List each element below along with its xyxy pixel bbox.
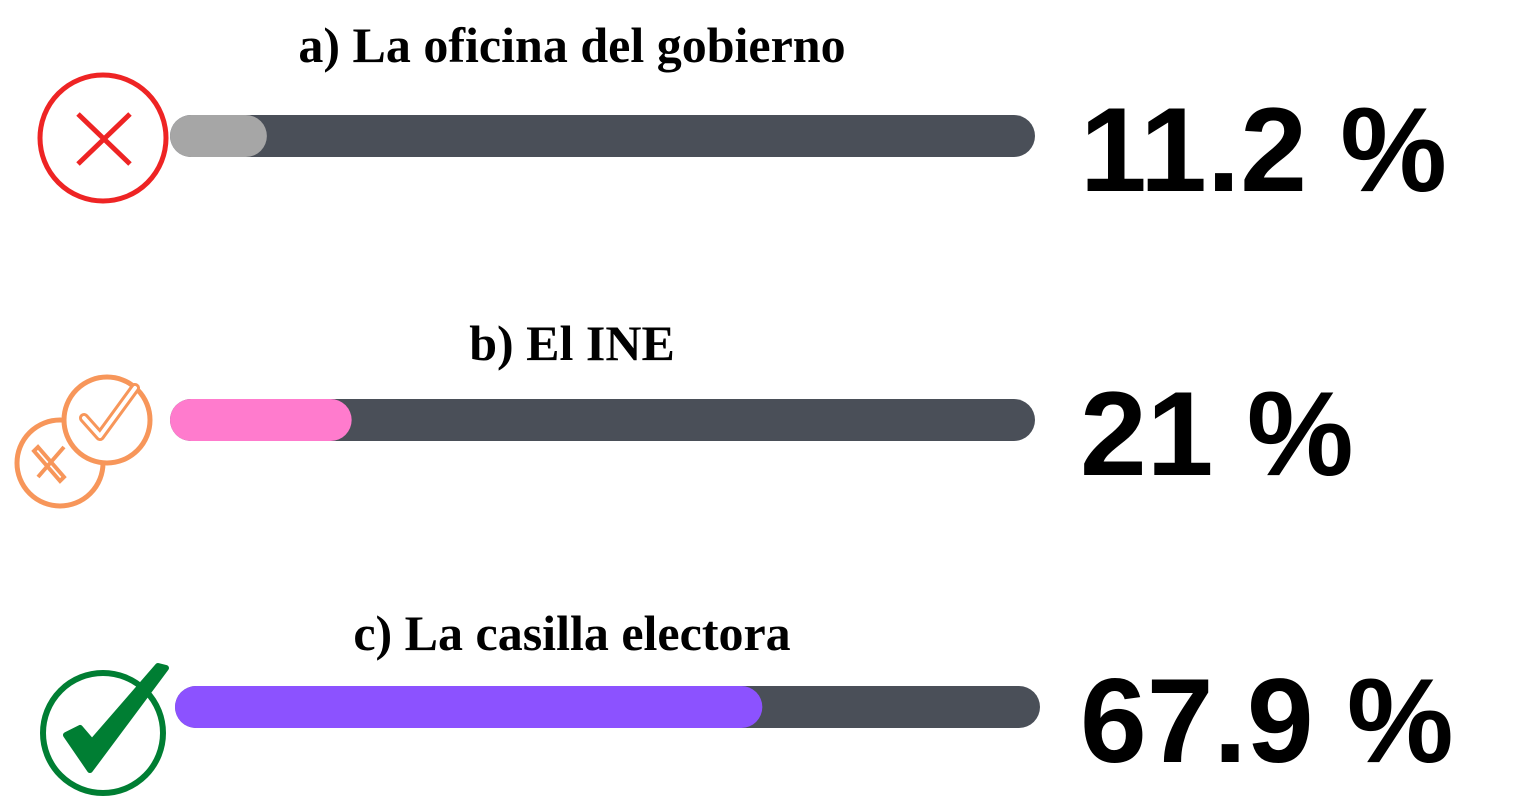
value-label: 21 % [1080,367,1354,501]
bar [170,115,267,157]
bar-track [170,115,1035,157]
category-label: a) La oficina del gobierno [298,17,845,73]
category-label: c) La casilla electora [353,605,790,661]
icon-wrong [37,72,169,204]
icon-correct [40,663,169,796]
bar [175,686,763,728]
category-label: b) El INE [469,315,675,371]
bar [170,399,352,441]
icon-mixed [14,374,153,509]
value-label: 67.9 % [1080,654,1454,788]
bar-track [170,399,1035,441]
value-label: 11.2 % [1080,83,1447,217]
